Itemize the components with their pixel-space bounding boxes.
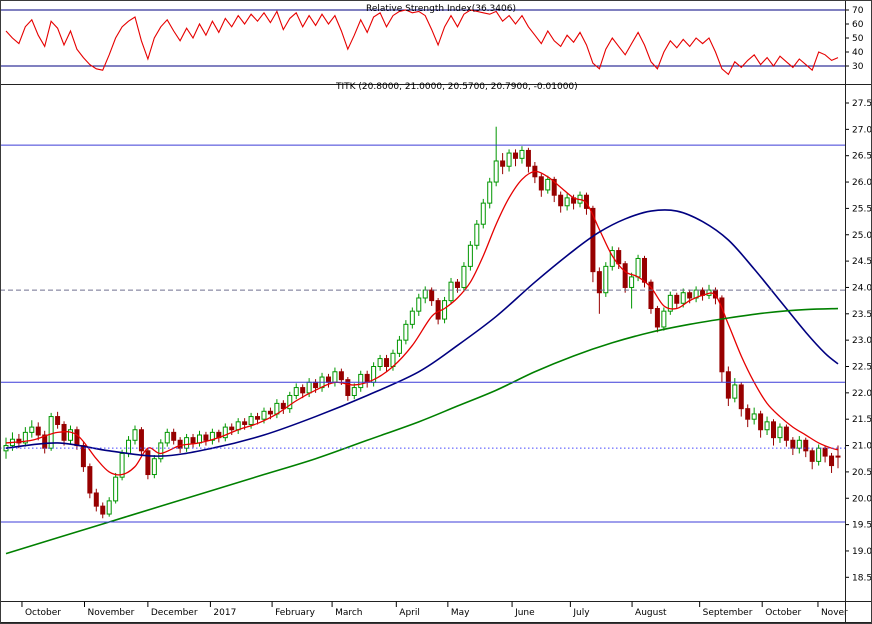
x-axis-months: October November December 2017 February March… xyxy=(0,601,872,623)
svg-text:March: March xyxy=(335,608,362,618)
rsi-panel xyxy=(0,9,845,76)
trend-hlines xyxy=(0,144,845,523)
svg-text:19.0: 19.0 xyxy=(852,547,872,557)
svg-text:70: 70 xyxy=(852,6,864,16)
svg-text:May: May xyxy=(451,608,470,618)
medium-ma-line xyxy=(5,209,839,457)
svg-text:23.5: 23.5 xyxy=(852,310,872,320)
svg-text:18.5: 18.5 xyxy=(852,573,872,583)
svg-text:20.5: 20.5 xyxy=(852,468,872,478)
svg-text:September: September xyxy=(703,608,753,618)
short-ma-line xyxy=(5,170,839,476)
long-ma-line xyxy=(5,307,839,555)
svg-text:40: 40 xyxy=(852,48,864,58)
svg-text:November: November xyxy=(88,608,135,618)
svg-text:21.0: 21.0 xyxy=(852,442,872,452)
svg-text:23.0: 23.0 xyxy=(852,336,872,346)
y-axis-price: 27.5 27.0 26.5 26.0 25.5 25.0 24.5 24.0 23.5 23.0… xyxy=(845,99,872,583)
svg-text:25.0: 25.0 xyxy=(852,231,872,241)
svg-text:21.5: 21.5 xyxy=(852,415,872,425)
svg-text:20.0: 20.0 xyxy=(852,494,872,504)
rsi-line xyxy=(5,9,839,76)
svg-text:22.5: 22.5 xyxy=(852,363,872,373)
svg-text:24.5: 24.5 xyxy=(852,257,872,267)
rsi-indicator-label: Relative Strength Index(36.3406) xyxy=(366,4,516,14)
svg-text:30: 30 xyxy=(852,62,864,72)
svg-text:2017: 2017 xyxy=(213,608,236,618)
svg-text:25.5: 25.5 xyxy=(852,204,872,214)
svg-text:August: August xyxy=(635,608,667,618)
svg-text:December: December xyxy=(151,608,198,618)
svg-text:April: April xyxy=(399,608,420,618)
svg-text:26.0: 26.0 xyxy=(852,178,872,188)
svg-text:19.5: 19.5 xyxy=(852,521,872,531)
svg-text:June: June xyxy=(514,608,535,618)
instrument-quote-label: TITK (20.8000, 21.0000, 20.5700, 20.7900… xyxy=(336,82,578,92)
svg-text:February: February xyxy=(275,608,316,618)
svg-text:22.0: 22.0 xyxy=(852,389,872,399)
price-panel xyxy=(3,126,841,555)
svg-text:October: October xyxy=(25,608,61,618)
svg-text:24.0: 24.0 xyxy=(852,283,872,293)
svg-text:26.5: 26.5 xyxy=(852,152,872,162)
svg-text:27.0: 27.0 xyxy=(852,125,872,135)
svg-text:October: October xyxy=(765,608,801,618)
svg-text:July: July xyxy=(572,608,590,618)
svg-text:60: 60 xyxy=(852,20,864,30)
svg-text:27.5: 27.5 xyxy=(852,99,872,109)
svg-text:50: 50 xyxy=(852,34,864,44)
svg-text:Nover: Nover xyxy=(821,608,848,618)
